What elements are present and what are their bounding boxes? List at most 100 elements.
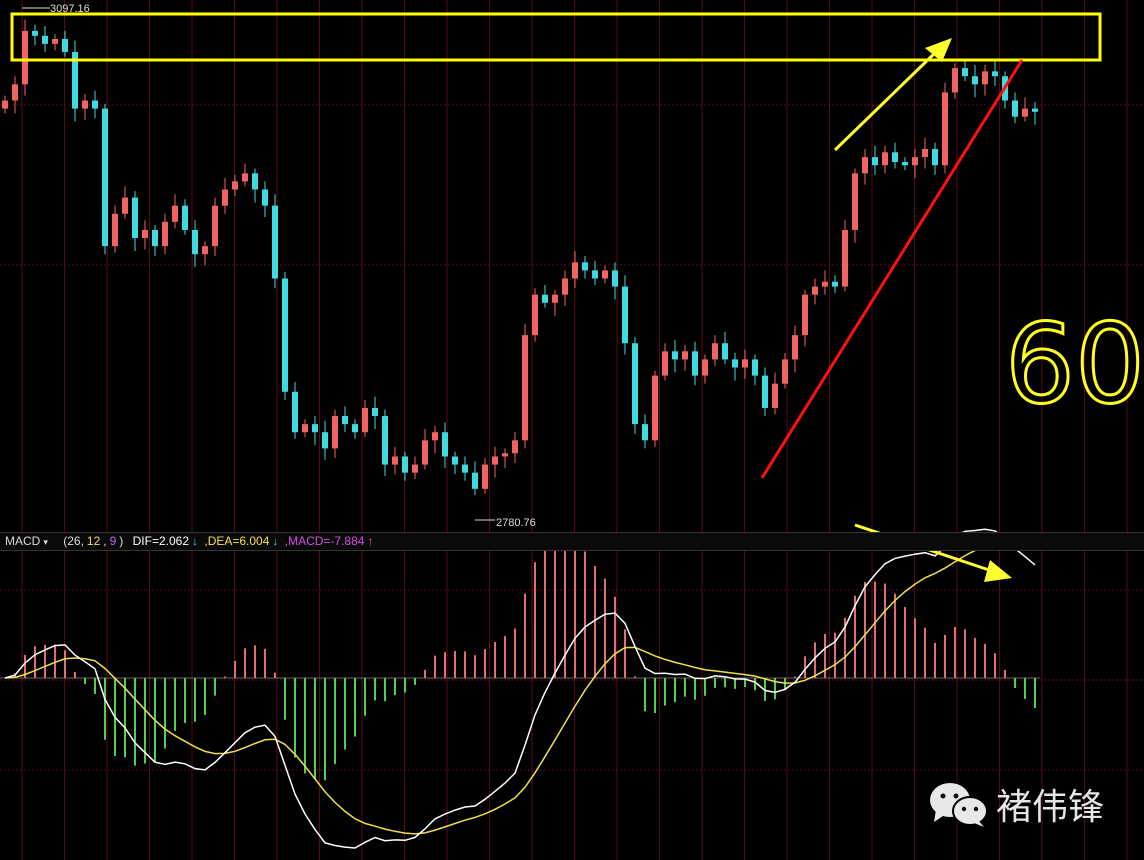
candle-body [52, 39, 58, 44]
candle-body [792, 335, 798, 360]
candle-body [762, 375, 768, 408]
candle-body [802, 294, 808, 336]
dif-value: DIF=2.062 [132, 534, 190, 548]
candle-body [382, 416, 388, 465]
param-12: 12 [86, 534, 101, 548]
candle-body [92, 100, 98, 109]
candle-body [812, 286, 818, 295]
candle-body [692, 351, 698, 376]
candle-body [112, 213, 118, 247]
candle-body [262, 189, 268, 206]
candle-body [662, 351, 668, 376]
candle-body [522, 335, 528, 441]
candle-body [22, 30, 28, 85]
candle-body [542, 294, 548, 303]
candle-body [442, 432, 448, 457]
candle-body [842, 229, 848, 287]
candle-body [72, 51, 78, 109]
candle-body [672, 351, 678, 360]
candle-body [722, 343, 728, 360]
candle-body [852, 173, 858, 230]
param-26: (26, [63, 534, 84, 548]
candle-body [682, 351, 688, 360]
arrow-up-icon: ↑ [367, 534, 374, 548]
low-price-label: 2780.76 [496, 517, 536, 529]
candle-body [892, 152, 898, 162]
highlight-box [10, 12, 1102, 62]
candle-body [392, 456, 398, 465]
dea-value: ,DEA=6.004 [204, 534, 270, 548]
candle-body [972, 76, 978, 85]
candle-body [562, 278, 568, 295]
dif-line [4, 528, 1036, 849]
candle-body [2, 100, 8, 109]
candle-body [222, 189, 228, 206]
candle-body [822, 281, 828, 287]
wechat-icon [930, 783, 988, 827]
candle-body [622, 286, 628, 344]
candle-body [422, 440, 428, 465]
candle-body [302, 424, 308, 433]
candle-body [572, 262, 578, 279]
macd-panel [4, 528, 1036, 849]
candle-body [312, 424, 318, 433]
candle-body [152, 229, 158, 247]
chevron-down-icon: ▾ [43, 537, 48, 547]
candle-body [582, 262, 588, 271]
high-price-label: 3097.16 [50, 3, 90, 15]
indicator-selector[interactable]: MACD ▾ [5, 534, 51, 548]
candles [2, 19, 1038, 496]
candle-body [912, 157, 918, 166]
candle-body [342, 416, 348, 425]
indicator-name: MACD [5, 534, 41, 548]
candle-body [862, 157, 868, 174]
candle-body [142, 229, 148, 239]
handwritten-annotation: 60 [1005, 300, 1144, 428]
candle-body [292, 391, 298, 433]
candle-body [642, 424, 648, 441]
candle-body [652, 375, 658, 441]
candle-body [592, 270, 598, 279]
candle-body [352, 424, 358, 433]
candle-body [752, 359, 758, 376]
candle-body [772, 383, 778, 408]
candle-body [272, 205, 278, 279]
candle-body [532, 294, 538, 336]
candle-body [372, 407, 378, 417]
dea-line [4, 541, 1036, 835]
candle-body [502, 453, 508, 457]
candle-body [412, 464, 418, 473]
red-trendline [760, 59, 1024, 479]
candle-body [982, 71, 988, 85]
candle-body [1032, 108, 1038, 112]
candle-body [282, 278, 288, 392]
candle-body [402, 456, 408, 473]
candle-body [992, 71, 998, 77]
candle-body [512, 440, 518, 454]
candle-body [202, 246, 208, 255]
macd-header: MACD ▾ (26, 12, 9) DIF=2.062 ↓ ,DEA=6.004 ↓ ,… [0, 532, 1144, 551]
candle-body [832, 281, 838, 287]
candle-body [32, 30, 38, 36]
candle-body [872, 157, 878, 166]
candle-body [732, 359, 738, 368]
candle-body [452, 456, 458, 465]
candle-body [742, 359, 748, 368]
candle-body [492, 456, 498, 465]
candle-body [922, 149, 928, 158]
candle-body [332, 416, 338, 449]
candle-body [42, 35, 48, 44]
arrow-down-icon: ↓ [272, 534, 279, 548]
candle-body [232, 181, 238, 190]
candle-body [902, 161, 908, 166]
candle-body [712, 343, 718, 360]
candle-body [242, 173, 248, 182]
arrow-down-icon: ↓ [192, 534, 199, 548]
candle-body [322, 432, 328, 449]
candle-body [102, 108, 108, 247]
candle-body [1012, 100, 1018, 117]
watermark: 褚伟锋 [928, 778, 1104, 830]
candle-body [702, 359, 708, 376]
candle-body [182, 205, 188, 230]
